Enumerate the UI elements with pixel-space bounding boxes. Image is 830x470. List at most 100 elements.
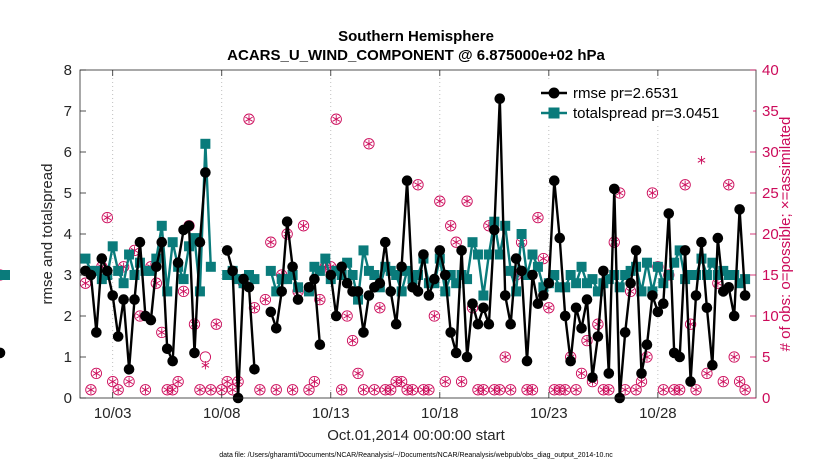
- totalspread-marker: [391, 270, 402, 280]
- rmse-marker: [309, 273, 320, 285]
- totalspread-marker: [554, 282, 565, 293]
- obs-possible-marker: [701, 367, 713, 380]
- totalspread-marker: [194, 286, 205, 297]
- obs-assimilated-marker: [141, 385, 150, 394]
- totalspread-marker: [674, 245, 685, 256]
- totalspread-marker: [358, 245, 369, 256]
- obs-assimilated-marker: [397, 377, 406, 386]
- totalspread-marker: [478, 290, 489, 301]
- rmse-marker: [581, 294, 593, 305]
- totalspread-marker: [560, 282, 571, 293]
- rmse-marker: [592, 331, 604, 342]
- rmse-marker: [363, 290, 375, 301]
- rmse-marker: [576, 323, 587, 334]
- obs-possible-marker: [303, 384, 315, 396]
- obs-possible-marker: [346, 334, 359, 347]
- rmse-marker: [625, 277, 636, 289]
- obs-assimilated-marker: [332, 115, 341, 124]
- rmse-layer: [0, 93, 751, 404]
- obs-assimilated-marker: [272, 385, 281, 394]
- totalspread-marker: [641, 257, 652, 268]
- obs-possible-marker: [363, 138, 375, 150]
- obs-assimilated-marker: [703, 369, 711, 378]
- rmse-marker: [728, 310, 740, 322]
- obs-assimilated-marker: [174, 377, 182, 386]
- totalspread-marker: [467, 237, 478, 248]
- totalspread-marker: [151, 253, 162, 264]
- totalspread-marker: [712, 270, 723, 280]
- left-y-axis-label: rmse and totalspread: [39, 164, 56, 305]
- rmse-marker: [510, 253, 522, 264]
- rmse-marker: [690, 290, 702, 301]
- rmse-marker: [429, 273, 440, 285]
- obs-assimilated-marker: [114, 385, 123, 394]
- totalspread-marker: [156, 220, 167, 231]
- totalspread-marker: [516, 229, 527, 239]
- rmse-marker: [91, 327, 102, 338]
- rmse-marker: [189, 347, 200, 359]
- obs-assimilated-marker: [250, 303, 259, 312]
- rmse-marker: [483, 318, 495, 330]
- legend: rmse pr=2.6531 totalspread pr=3.0451: [535, 79, 753, 124]
- rmse-marker: [603, 368, 615, 379]
- rmse-marker: [418, 249, 429, 260]
- obs-assimilated-marker: [452, 238, 461, 247]
- obs-assimilated-marker: [348, 336, 357, 345]
- obs-possible-marker: [297, 220, 310, 232]
- totalspread-marker: [592, 286, 603, 297]
- rmse-marker: [221, 245, 233, 256]
- obs-assimilated-marker: [697, 156, 706, 165]
- obs-assimilated-marker: [632, 385, 640, 394]
- obs-assimilated-marker: [337, 385, 346, 394]
- totalspread-marker: [413, 270, 423, 280]
- rmse-marker: [679, 245, 691, 256]
- totalspread-marker: [658, 278, 669, 289]
- rmse-marker: [379, 236, 391, 248]
- chart-title: Southern Hemisphere: [338, 28, 494, 45]
- x-tick-label: 10/28: [639, 405, 677, 422]
- rmse-marker: [85, 269, 97, 281]
- obs-assimilated-marker: [386, 385, 395, 394]
- rmse-marker: [570, 302, 582, 314]
- totalspread-marker: [718, 265, 729, 276]
- left-y-axis: 0 1 2 3 4 5 6 7 8: [64, 62, 86, 407]
- rmse-marker: [276, 286, 288, 297]
- rmse-marker: [352, 286, 364, 297]
- obs-possible-marker: [101, 211, 113, 224]
- legend-spread-label: totalspread pr=3.0451: [573, 105, 719, 122]
- obs-assimilated-marker: [256, 385, 264, 394]
- rmse-marker: [489, 224, 500, 236]
- totalspread-marker: [483, 249, 494, 260]
- rmse-marker: [292, 294, 304, 305]
- rmse-marker: [696, 236, 707, 248]
- obs-assimilated-marker: [196, 385, 204, 394]
- totalspread-marker: [603, 274, 614, 285]
- obs-assimilated-marker: [675, 385, 684, 394]
- rmse-marker: [423, 290, 435, 301]
- obs-assimilated-marker: [621, 385, 630, 394]
- rmse-marker: [238, 273, 249, 285]
- grid-lines: [112, 70, 659, 398]
- obs-possible-marker: [259, 293, 272, 306]
- totalspread-marker: [347, 270, 358, 280]
- obs-possible-marker: [630, 384, 642, 396]
- obs-possible-marker: [445, 220, 457, 232]
- obs-assimilated-marker: [659, 385, 668, 394]
- obs-assimilated-marker: [212, 320, 221, 329]
- totalspread-marker: [320, 253, 331, 264]
- rmse-marker: [658, 298, 669, 310]
- obs-assimilated-marker: [430, 311, 439, 321]
- rmse-marker: [685, 376, 696, 387]
- totalspread-marker: [369, 270, 380, 280]
- rmse-marker: [330, 310, 342, 322]
- totalspread-marker: [549, 270, 560, 280]
- totalspread-marker: [118, 278, 129, 289]
- rmse-marker: [434, 245, 446, 256]
- rmse-marker: [281, 216, 293, 227]
- totalspread-marker: [462, 274, 473, 285]
- obs-assimilated-marker: [316, 295, 324, 304]
- rmse-marker: [358, 327, 369, 338]
- obs-possible-marker: [461, 195, 473, 207]
- obs-possible-marker: [505, 384, 517, 396]
- obs-assimilated-marker: [359, 385, 368, 394]
